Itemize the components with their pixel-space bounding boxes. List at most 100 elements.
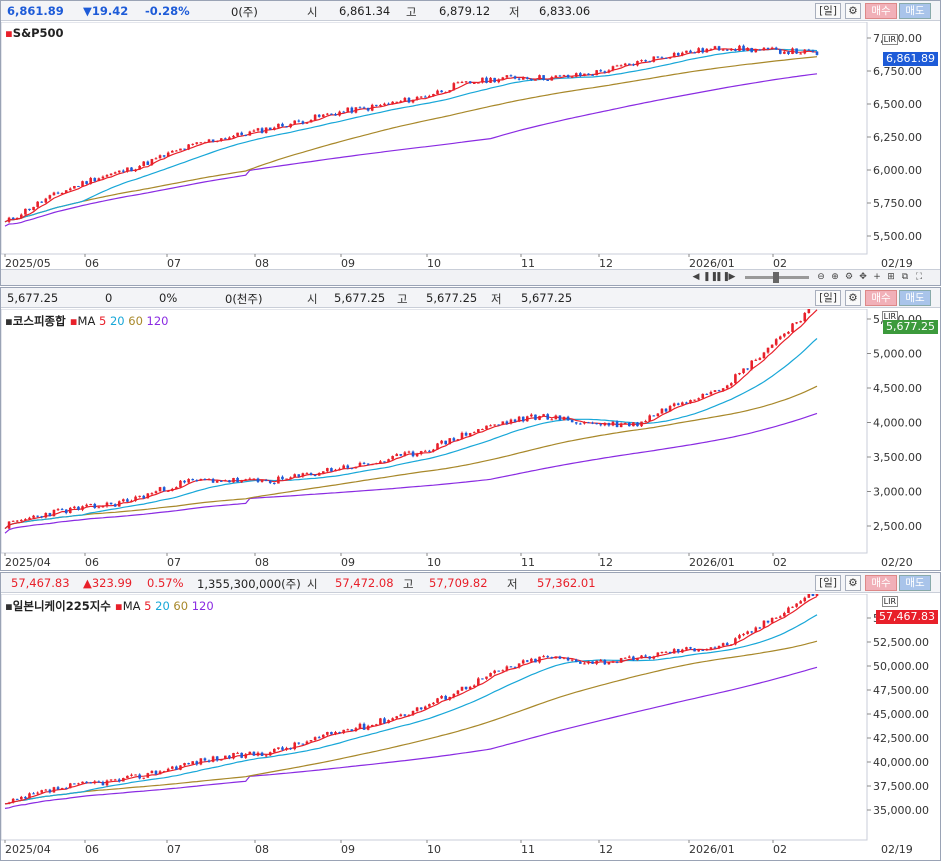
candle-body [444, 92, 447, 94]
split-icon[interactable]: ⊞ [887, 272, 895, 282]
candle-body [346, 729, 350, 731]
candle-body [28, 517, 31, 520]
candle-body [778, 49, 782, 54]
candle-body [85, 181, 88, 184]
chart-panel-nikkei: 57,467.83 ▲323.99 0.57% 1,355,300,000(주)… [0, 572, 941, 861]
candle-body [742, 633, 745, 636]
y-tick-label: 47,500.00 [873, 684, 929, 697]
candle-body [150, 158, 154, 165]
candle-body [281, 747, 284, 750]
ma-60: 60 [173, 599, 189, 613]
chart-title-row: ▪일본니케이225지수 ▪MA 5 20 60 120 [5, 598, 214, 614]
x-tick-label: 02 [773, 843, 787, 856]
candle-body [493, 670, 496, 674]
candle-body [224, 480, 227, 482]
gear-icon[interactable]: ⚙ [845, 3, 861, 19]
candle-body [211, 139, 215, 142]
candle-body [395, 454, 399, 457]
candle-body [244, 754, 248, 758]
candle-body [191, 143, 194, 145]
candle-body [799, 53, 802, 55]
candle-body [56, 192, 60, 194]
candle-body [448, 438, 452, 445]
gear-icon[interactable]: ⚙ [845, 290, 861, 306]
candle-body [277, 476, 280, 484]
ma5-line [4, 309, 818, 530]
candle-body [664, 57, 668, 59]
y-tick-label: 2,500.00 [873, 520, 922, 533]
candle-body [734, 374, 737, 384]
candle-body [415, 707, 419, 711]
candle-body [762, 352, 766, 359]
buy-button[interactable]: 매수 [865, 290, 897, 306]
zoom-slider-thumb[interactable] [773, 272, 779, 283]
chart-area[interactable]: 7,000.006,750.006,500.006,250.006,000.00… [1, 22, 940, 270]
chart-title-row: ▪S&P500 [5, 26, 64, 40]
chart-area[interactable]: 5,500.005,000.004,500.004,000.003,500.00… [1, 309, 940, 571]
period-button[interactable]: [일] [815, 290, 841, 306]
candle-body [36, 792, 39, 794]
candle-body [81, 506, 84, 510]
x-tick-label: 2026/01 [689, 257, 735, 270]
candle-body [195, 142, 199, 144]
candle-body [452, 693, 456, 698]
zoom-out-icon[interactable]: ⊖ [817, 272, 825, 282]
sell-button[interactable]: 매도 [899, 290, 931, 306]
candle-body [807, 309, 811, 314]
candle-body [105, 175, 109, 177]
buy-button[interactable]: 매수 [865, 575, 897, 591]
candle-body [215, 756, 219, 761]
crosshair-icon[interactable]: ✥ [859, 272, 867, 282]
candle-body [48, 513, 52, 517]
candle-body [648, 61, 652, 63]
candle-body [554, 656, 558, 659]
candle-body [436, 90, 439, 94]
candle-body [436, 698, 439, 703]
candle-body [179, 765, 182, 770]
candle-body [423, 706, 427, 710]
price-chart-svg[interactable]: 7,000.006,750.006,500.006,250.006,000.00… [1, 22, 940, 270]
chart-area[interactable]: 55,000.0052,500.0050,000.0047,500.0045,0… [1, 594, 940, 860]
window-icon[interactable]: ⧉ [901, 272, 909, 282]
open-label: 시 [307, 5, 318, 19]
period-button[interactable]: [일] [815, 3, 841, 19]
forward-button[interactable]: ▶ [728, 272, 736, 282]
candle-body [558, 415, 562, 421]
pause-button[interactable]: ❚❚ [703, 272, 719, 282]
candle-body [130, 774, 133, 776]
y-tick-label: 3,000.00 [873, 486, 922, 499]
candle-body [162, 487, 166, 492]
candle-body [570, 659, 574, 661]
candle-body [32, 206, 35, 211]
lir-toggle[interactable]: LIR [881, 34, 898, 45]
candle-body [583, 73, 586, 76]
price-chart-svg[interactable]: 55,000.0052,500.0050,000.0047,500.0045,0… [1, 594, 940, 860]
gear-icon[interactable]: ⚙ [845, 575, 861, 591]
x-tick-label: 11 [521, 257, 535, 270]
price-chart-svg[interactable]: 5,500.005,000.004,500.004,000.003,500.00… [1, 309, 940, 571]
candle-body [460, 432, 464, 440]
lir-toggle[interactable]: LIR [881, 596, 898, 607]
y-tick-label: 6,500.00 [873, 98, 922, 111]
zoom-in-icon[interactable]: ⊕ [831, 272, 839, 282]
chart-scrollbar[interactable]: ◀ ❚❚ ❚❚ ▶ ⊖ ⊕ ⚙ ✥ + ⊞ ⧉ ⛶ [1, 269, 940, 285]
pause-button-2[interactable]: ❚❚ [715, 272, 731, 282]
candle-body [623, 422, 627, 424]
add-icon[interactable]: + [873, 272, 881, 282]
fit-icon[interactable]: ⛶ [915, 272, 923, 282]
candle-body [134, 169, 137, 172]
settings-icon[interactable]: ⚙ [844, 272, 854, 282]
candle-body [428, 704, 431, 707]
rewind-button[interactable]: ◀ [692, 272, 700, 282]
sell-button[interactable]: 매도 [899, 575, 931, 591]
period-button[interactable]: [일] [815, 575, 841, 591]
candle-body [725, 385, 729, 389]
y-tick-label: 40,000.00 [873, 756, 929, 769]
candle-body [375, 463, 378, 465]
candle-body [52, 192, 56, 196]
sell-button[interactable]: 매도 [899, 3, 931, 19]
x-tick-label: 11 [521, 556, 535, 569]
candle-body [313, 474, 317, 476]
buy-button[interactable]: 매수 [865, 3, 897, 19]
candle-body [297, 474, 301, 477]
